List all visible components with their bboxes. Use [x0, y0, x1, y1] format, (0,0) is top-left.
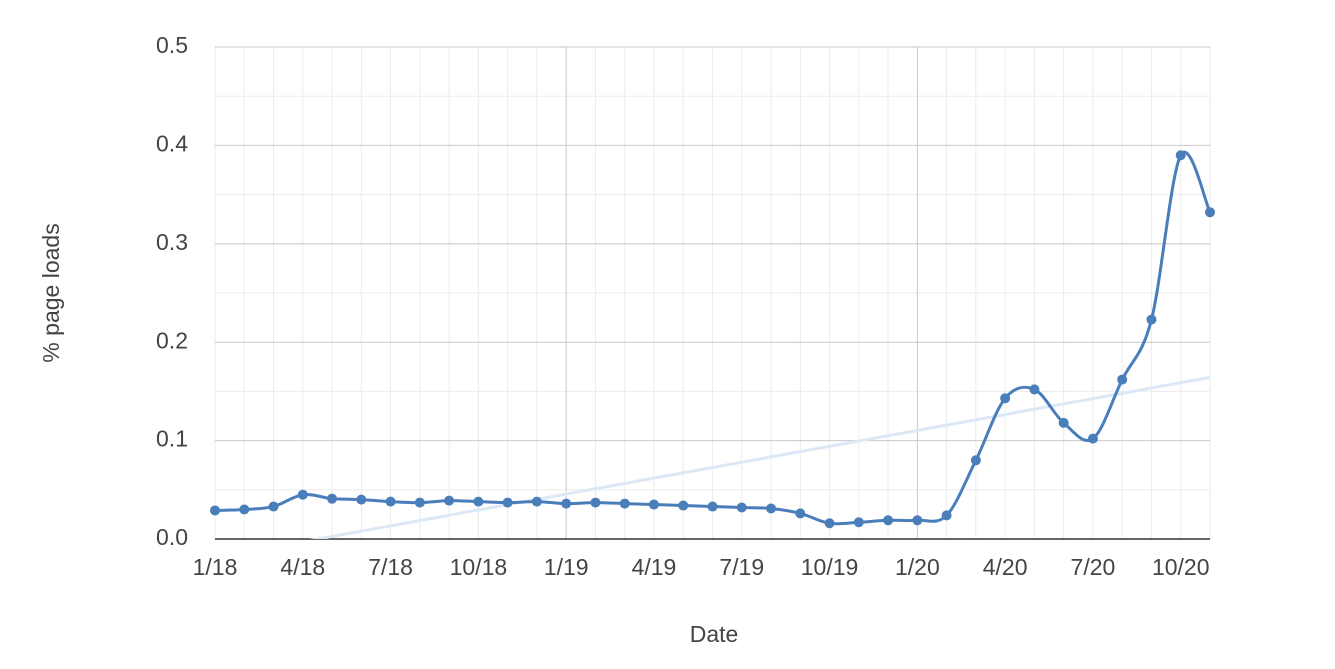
data-point [1117, 374, 1128, 385]
x-tick-label: 1/20 [895, 554, 940, 580]
data-point [385, 496, 396, 507]
y-tick-label: 0.2 [156, 327, 188, 353]
y-tick-label: 0.3 [156, 229, 188, 255]
y-tick-label: 0.4 [156, 130, 188, 156]
y-axis-label: % page loads [38, 223, 64, 362]
data-point [707, 501, 718, 512]
data-point [327, 493, 338, 504]
data-point [619, 498, 630, 509]
data-point [1058, 417, 1069, 428]
data-point [1175, 150, 1186, 161]
x-tick-label: 10/19 [801, 554, 859, 580]
data-point [444, 495, 455, 506]
data-point [912, 515, 923, 526]
data-point [1146, 314, 1157, 325]
data-point [853, 517, 864, 528]
x-tick-label: 4/20 [983, 554, 1028, 580]
data-point [766, 503, 777, 514]
data-point [210, 505, 220, 516]
x-tick-label: 10/18 [450, 554, 508, 580]
x-tick-label: 1/19 [544, 554, 589, 580]
data-point [268, 501, 279, 512]
y-tick-label: 0.0 [156, 524, 188, 550]
x-axis-label: Date [690, 621, 739, 647]
data-point [590, 497, 601, 508]
trendline [309, 375, 1211, 539]
y-tick-label: 0.1 [156, 426, 188, 452]
data-point [824, 518, 835, 529]
data-point [1000, 393, 1011, 404]
data-point [561, 498, 572, 509]
data-point [970, 455, 981, 466]
data-point [795, 508, 806, 519]
data-point [1029, 384, 1040, 395]
x-tick-label: 7/20 [1071, 554, 1116, 580]
x-tick-label: 7/18 [368, 554, 413, 580]
data-point [941, 510, 952, 521]
data-point [356, 494, 367, 505]
x-tick-label: 4/19 [632, 554, 677, 580]
data-point [1087, 433, 1098, 444]
y-tick-label: 0.5 [156, 32, 188, 58]
x-tick-label: 7/19 [719, 554, 764, 580]
data-point [736, 502, 747, 513]
data-point [473, 496, 484, 507]
data-point [502, 497, 513, 508]
x-tick-label: 4/18 [280, 554, 325, 580]
data-point [883, 515, 894, 526]
data-point [414, 497, 425, 508]
data-point [531, 496, 542, 507]
x-tick-label: 1/18 [193, 554, 238, 580]
data-point [678, 500, 689, 511]
data-point [239, 504, 250, 515]
data-point [297, 489, 308, 500]
data-point [1205, 207, 1215, 218]
data-point [648, 499, 659, 510]
x-tick-label: 10/20 [1152, 554, 1210, 580]
